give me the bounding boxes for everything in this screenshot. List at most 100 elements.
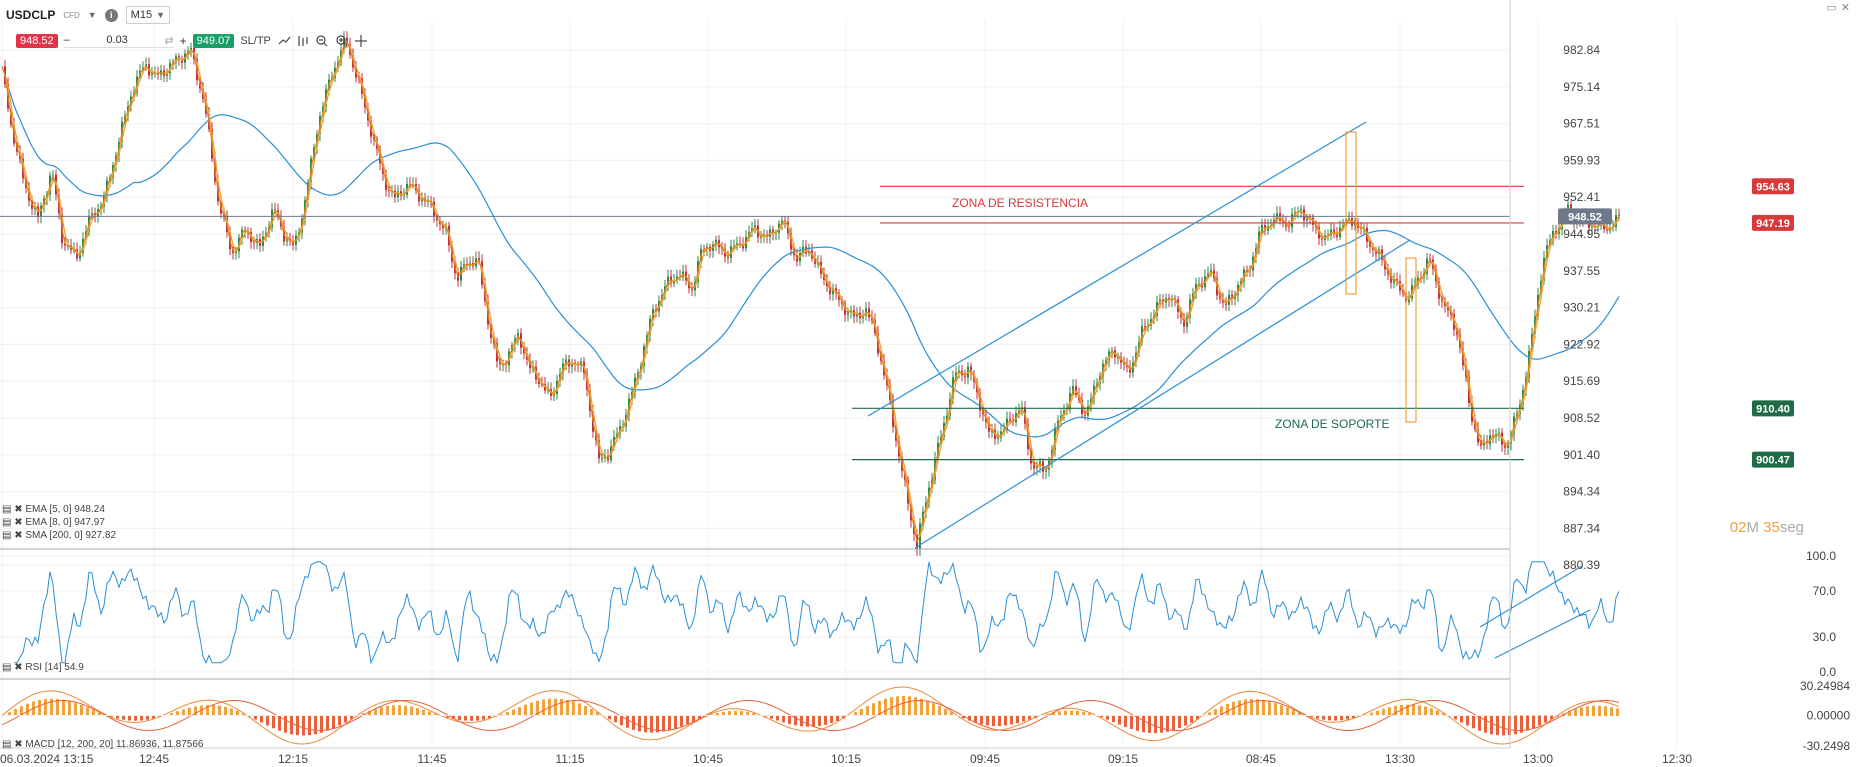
line-chart-icon[interactable] — [278, 36, 291, 44]
price-tag — [1752, 400, 1794, 417]
macd-bar — [140, 715, 143, 721]
macd-bar — [998, 715, 1001, 727]
crosshair-icon[interactable] — [354, 34, 367, 47]
macd-bar — [1004, 715, 1007, 726]
time-tick-label: 11:15 — [555, 752, 584, 766]
ema5-label: EMA [5, 0] 948.24 — [25, 504, 105, 515]
time-tick-label: 09:45 — [970, 752, 1000, 766]
macd-bar — [314, 715, 317, 735]
macd-bar — [1328, 715, 1331, 721]
macd-bar — [1460, 715, 1463, 723]
buy-button[interactable]: 949.07 — [192, 33, 235, 48]
macd-bar — [1028, 715, 1031, 720]
symbol-name[interactable]: USDCLP — [6, 8, 56, 22]
macd-bar — [1292, 709, 1295, 716]
ema8-label: EMA [8, 0] 947.97 — [25, 517, 105, 528]
macd-bar — [944, 708, 947, 716]
time-tick-label: 06.03.2024 13:15 — [0, 752, 94, 766]
macd-bar — [200, 705, 203, 716]
macd-bar — [338, 715, 341, 726]
macd-bar — [1232, 701, 1235, 716]
sltp-button[interactable]: SL/TP — [240, 34, 271, 47]
macd-bar — [752, 713, 755, 716]
macd-bar — [830, 715, 833, 724]
plus-button[interactable]: + — [179, 33, 187, 48]
macd-bar — [458, 715, 461, 721]
macd-bar — [722, 711, 725, 716]
macd-legend[interactable]: ▤ ✖ MACD [12, 200, 20] 11.86936, 11.8756… — [2, 739, 204, 750]
macd-bar — [1574, 708, 1577, 716]
macd-bar — [878, 700, 881, 716]
macd-bar — [584, 706, 587, 716]
macd-bar — [1550, 715, 1553, 720]
macd-bar — [914, 697, 917, 716]
macd-bar — [1556, 715, 1559, 717]
quantity-value[interactable]: 0.03 — [106, 34, 128, 46]
macd-bar — [1478, 715, 1481, 731]
macd-bar — [1082, 711, 1085, 716]
macd-bar — [62, 699, 65, 716]
sell-button[interactable]: 948.52 — [16, 33, 58, 48]
macd-bar — [302, 715, 305, 736]
macd-line — [1, 686, 1620, 745]
time-tick-label: 12:45 — [139, 752, 169, 766]
quantity-stepper[interactable]: – 0.03 ⇄ — [63, 34, 174, 48]
symbol-bar: USDCLP CFD ▼ i M15 ▼ — [6, 6, 171, 24]
macd-bar — [1598, 705, 1601, 716]
macd-bar — [1610, 707, 1613, 716]
rsi-label: RSI [14] 54.9 — [25, 662, 84, 673]
macd-bar — [656, 715, 659, 733]
grid — [0, 20, 1678, 748]
swap-icon[interactable]: ⇄ — [164, 34, 174, 47]
price-tag — [1558, 208, 1612, 225]
macd-bar — [134, 715, 137, 721]
macd-bar — [464, 715, 467, 721]
macd-bar — [470, 715, 473, 721]
macd-bar — [1142, 715, 1145, 733]
macd-bar — [866, 706, 869, 716]
macd-bar — [776, 715, 779, 721]
price-tick-label: 908.52 — [1563, 411, 1600, 425]
macd-bar — [1400, 704, 1403, 716]
macd-bar — [1496, 715, 1499, 736]
minus-button[interactable]: – — [63, 34, 70, 46]
macd-bar — [854, 712, 857, 716]
macd-bar — [812, 715, 815, 727]
macd-bar — [794, 715, 797, 726]
ema5-legend[interactable]: ▤ ✖ EMA [5, 0] 948.24 — [2, 504, 105, 515]
time-tick-label: 11:45 — [417, 752, 446, 766]
price-tick-label: 944.95 — [1563, 227, 1600, 241]
macd-bar — [806, 715, 809, 727]
macd-bar — [1214, 709, 1217, 716]
timeframe-select[interactable]: M15 ▼ — [125, 6, 171, 24]
macd-bar — [1298, 712, 1301, 716]
zoom-in-icon[interactable] — [336, 34, 348, 46]
macd-bar — [626, 715, 629, 728]
macd-bar — [1520, 715, 1523, 733]
macd-bar — [1250, 699, 1253, 716]
macd-bar — [536, 700, 539, 716]
symbol-dropdown-icon[interactable]: ▼ — [87, 10, 97, 20]
sma200-legend[interactable]: ▤ ✖ SMA [200, 0] 927.82 — [2, 530, 117, 541]
zoom-out-icon[interactable] — [316, 34, 328, 46]
macd-bar — [344, 715, 347, 723]
macd-bar — [920, 698, 923, 716]
macd-bar — [1076, 710, 1079, 716]
symbol-type: CFD — [63, 10, 80, 20]
price-tag-label: 910.40 — [1756, 403, 1790, 415]
window-controls[interactable]: ▭✕ — [1826, 2, 1854, 14]
macd-bar — [1160, 715, 1163, 733]
info-icon[interactable]: i — [104, 8, 118, 22]
macd-bar — [266, 715, 269, 726]
rsi-legend[interactable]: ▤ ✖ RSI [14] 54.9 — [2, 662, 84, 673]
main-indicator-legend: ▤ ✖ EMA [5, 0] 948.24 ▤ ✖ EMA [8, 0] 947… — [2, 503, 116, 542]
ema8-legend[interactable]: ▤ ✖ EMA [8, 0] 947.97 — [2, 517, 105, 528]
macd-bar — [1382, 708, 1385, 716]
candles-icon[interactable] — [298, 35, 308, 46]
macd-bar — [1334, 715, 1337, 721]
macd-bar — [434, 713, 437, 716]
macd-bar — [1352, 715, 1355, 719]
macd-bar — [392, 705, 395, 716]
macd-bar — [566, 699, 569, 716]
